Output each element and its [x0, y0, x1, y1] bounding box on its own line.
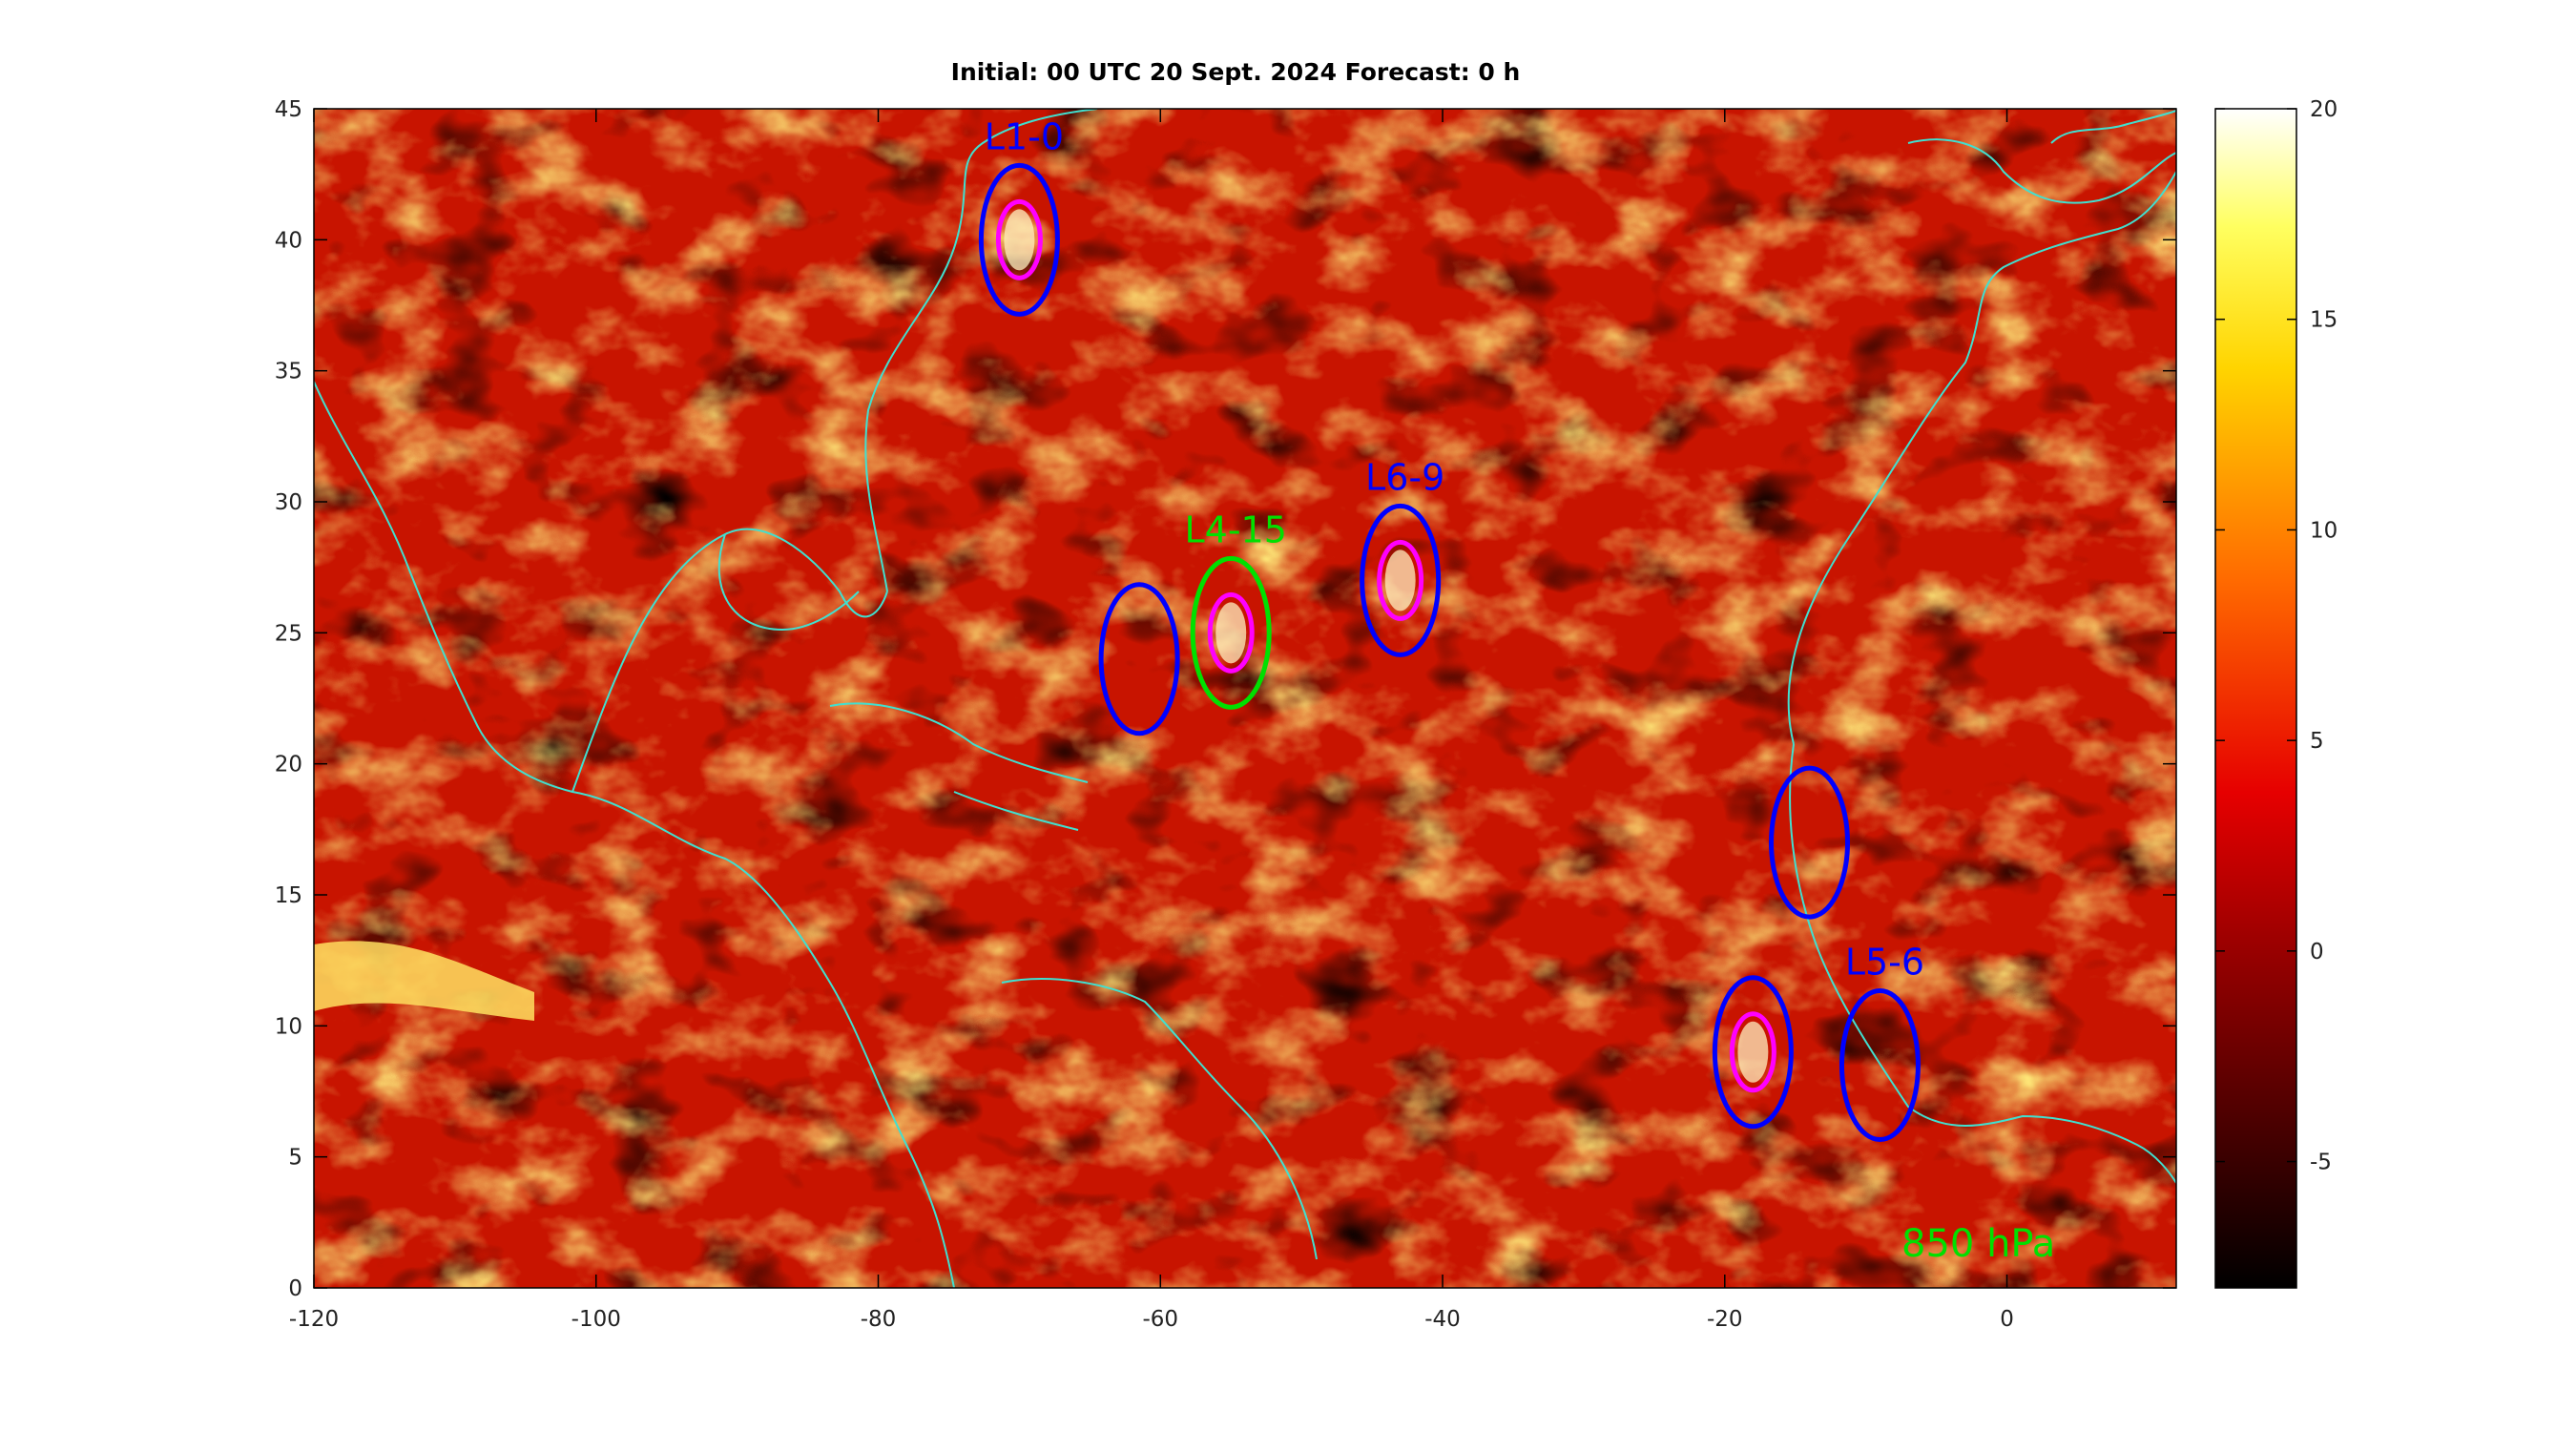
system-marker-group: L6-9 [1360, 456, 1444, 657]
system-label: L1-0 [985, 115, 1064, 157]
system-label: L5-6 [1845, 942, 1924, 984]
x-tick-label: -60 [1142, 1307, 1178, 1332]
system-core-glow [1737, 1021, 1769, 1083]
map-frame [313, 108, 2177, 1289]
x-tick-label: -100 [571, 1307, 621, 1332]
y-tick-label: 10 [275, 1014, 302, 1039]
system-ellipse [1712, 975, 1794, 1130]
y-tick-label: 15 [275, 883, 302, 908]
x-tick-label: -80 [861, 1307, 897, 1332]
y-axis: 0 5 10 15 20 25 30 35 40 45 [275, 97, 2176, 1301]
y-tick-label: 20 [275, 753, 302, 778]
system-core-glow [1004, 209, 1035, 271]
y-tick-label: 30 [275, 490, 302, 515]
x-tick-label: -120 [289, 1307, 339, 1332]
system-ellipse [1098, 582, 1180, 736]
colorbar-tick-label: 0 [2310, 940, 2324, 964]
magenta-vortex-ellipse [1207, 591, 1255, 674]
colorbar-tick-label: -5 [2310, 1151, 2332, 1175]
colorbar-gradient [2214, 108, 2297, 1289]
system-ellipse [1769, 765, 1851, 920]
colorbar-tick-label: 15 [2310, 308, 2337, 333]
system-ellipse [1360, 503, 1442, 657]
system-markers: L1-0 L4-15 L6-9 L5-6 [978, 115, 1924, 1143]
magenta-vortex-ellipse [1377, 539, 1424, 621]
system-label: L6-9 [1365, 456, 1444, 498]
system-marker-group [1098, 582, 1180, 736]
system-core-glow [1215, 602, 1247, 664]
colorbar-tick-label: 5 [2310, 729, 2324, 754]
system-label: L4-15 [1185, 508, 1287, 550]
colorbar-tick-label: 20 [2310, 97, 2337, 122]
x-tick-label: 0 [2000, 1307, 2014, 1332]
map-panel [314, 109, 2176, 1288]
itcz-bright-band [314, 941, 534, 1021]
system-ellipse [1190, 555, 1272, 710]
system-ellipse [978, 162, 1060, 317]
y-tick-label: 45 [275, 97, 302, 122]
y-tick-label: 25 [275, 621, 302, 646]
magenta-vortex-ellipse [995, 198, 1043, 280]
y-tick-label: 40 [275, 228, 302, 253]
y-tick-label: 0 [288, 1276, 302, 1301]
colorbar-tick-label: 10 [2310, 518, 2337, 543]
colorbar-ticks: -5 0 5 10 15 20 [2215, 97, 2337, 1175]
coastlines [314, 109, 2176, 1288]
magenta-vortex-ellipse [1729, 1011, 1776, 1093]
system-core-glow [1384, 550, 1416, 612]
system-marker-group [1712, 975, 1794, 1130]
system-marker-group: L4-15 [1185, 508, 1287, 710]
system-marker-group [1769, 765, 1851, 920]
pressure-level-label: 850 hPa [1901, 1222, 2055, 1266]
y-tick-label: 35 [275, 360, 302, 384]
system-marker-group: L1-0 [978, 115, 1064, 317]
colorbar: -5 0 5 10 15 20 [2214, 97, 2337, 1289]
map-field-bright-texture [314, 109, 2176, 1288]
x-tick-label: -20 [1707, 1307, 1743, 1332]
x-tick-label: -40 [1424, 1307, 1461, 1332]
figure-title: Initial: 00 UTC 20 Sept. 2024 Forecast: … [951, 58, 1521, 86]
x-axis: -120 -100 -80 -60 -40 -20 0 [289, 109, 2014, 1332]
system-marker-group: L5-6 [1839, 942, 1924, 1143]
y-tick-label: 5 [288, 1146, 302, 1171]
system-ellipse [1839, 988, 1921, 1143]
